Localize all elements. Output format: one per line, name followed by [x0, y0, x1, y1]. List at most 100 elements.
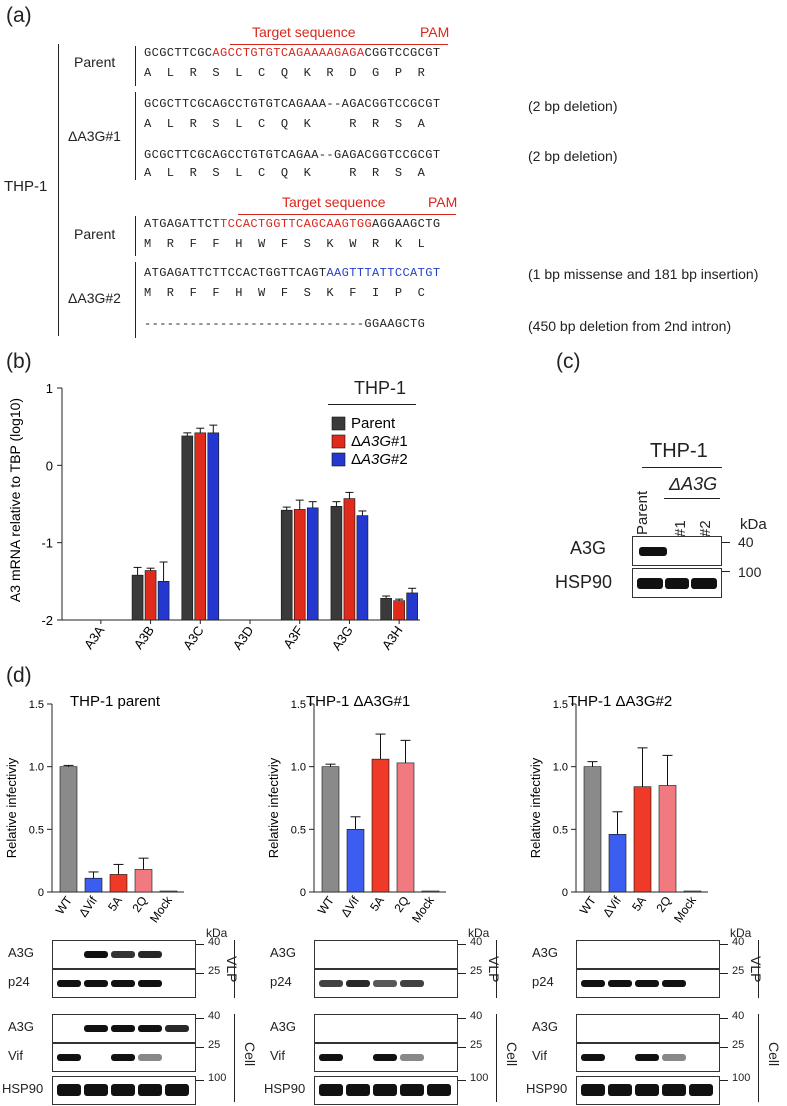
blot-d-band	[57, 980, 81, 987]
blot-d-tick	[458, 1047, 466, 1048]
blot-d-row-label: HSP90	[526, 1081, 568, 1096]
infectivity-bar	[346, 829, 365, 893]
blot-d-tick	[196, 973, 204, 974]
infectivity-category-label: ΔVif	[76, 893, 100, 919]
blot-d-cell-label: Cell	[766, 1042, 782, 1067]
infectivity-ytick-label: 1.0	[291, 762, 306, 774]
blot-d-band	[581, 1054, 605, 1061]
blot-d-band	[581, 980, 605, 987]
mrna-legend-swatch	[331, 434, 346, 449]
blot-d-row-label: A3G	[270, 945, 297, 960]
blot-d-row-label: Vif	[532, 1048, 547, 1063]
blot-c-row-a3g: A3G	[570, 538, 607, 558]
infectivity-category-label: 5A	[367, 894, 387, 914]
blot-d-band	[373, 980, 397, 987]
infectivity-bar	[134, 869, 153, 893]
infectivity-title: THP-1 ΔA3G#1	[306, 693, 410, 710]
infectivity-category-label: Mock	[147, 893, 175, 925]
blot-d-band	[427, 1084, 451, 1096]
blot-d-kda: kDa	[730, 926, 752, 940]
infectivity-category-label: 2Q	[129, 894, 150, 915]
blot-d-band	[84, 1084, 108, 1096]
infectivity-chart-a3g2: THP-1 ΔA3G#2 Relative infectiviy 1.5 1.0 0.5…	[528, 693, 708, 925]
infectivity-category-label: ΔVif	[600, 893, 624, 919]
blot-d-kda: kDa	[206, 926, 228, 940]
blot-d-vlp-bracket	[758, 940, 759, 998]
mrna-category-label: A3B	[131, 623, 157, 652]
blot-d-band	[84, 951, 108, 958]
blot-d-row-label: A3G	[8, 1019, 35, 1034]
blot-d-band	[138, 951, 162, 958]
blot-d-lane-box	[52, 969, 196, 998]
blot-d-band	[111, 1084, 135, 1096]
blot-d-tick	[458, 1080, 466, 1081]
blot-d-row-label: A3G	[532, 945, 559, 960]
blot-d-marker: 40	[732, 1010, 745, 1022]
blot-d-row-label: Vif	[8, 1048, 23, 1063]
blot-d-row-label: A3G	[8, 945, 35, 960]
blot-d-band	[689, 1084, 713, 1096]
infectivity-ytick-label: 0.5	[29, 824, 44, 836]
infectivity-bar	[371, 758, 390, 893]
mrna-bar	[330, 506, 343, 621]
blot-d-kda: kDa	[468, 926, 490, 940]
blot-d-row-label: A3G	[270, 1019, 297, 1034]
mrna-bar	[343, 498, 356, 621]
mrna-legend-rule	[328, 404, 416, 405]
blot-d-marker: 25	[470, 965, 483, 977]
seq-a3g2-b: -----------------------------GGAAGCTG	[144, 317, 426, 331]
blot-d-tick	[458, 973, 466, 974]
blot-d-tick	[720, 1047, 728, 1048]
blot-c-hsp90	[632, 568, 722, 598]
mrna-category-label: A3F	[280, 623, 306, 651]
mrna-legend-swatch	[331, 416, 346, 431]
infectivity-ytick-label: 1.5	[291, 699, 306, 711]
infectivity-chart-a3g1: THP-1 ΔA3G#1 Relative infectiviy 1.5 1.0 0.5…	[266, 693, 446, 925]
seq-parent-2: ATGAGATTCTTCCACTGGTTCAGCAAGTGGAGGAAGCTG	[144, 217, 441, 231]
lane-2: #2	[697, 520, 714, 537]
mrna-bar	[181, 435, 194, 621]
panel-a-cell-line: THP-1	[4, 178, 48, 195]
infectivity-bar	[59, 766, 78, 893]
infectivity-ytick-label: 0	[300, 887, 306, 899]
note-a3g2-b: (450 bp deletion from 2nd intron)	[528, 318, 732, 334]
infectivity-ytick-label: 0.5	[291, 824, 306, 836]
blot-d-band	[373, 1084, 397, 1096]
blot-c-tick-100	[722, 571, 730, 572]
blot-d-lane-box	[52, 1043, 196, 1072]
mrna-bar	[356, 515, 369, 621]
infectivity-title: THP-1 ΔA3G#2	[568, 693, 672, 710]
target-underline-1	[230, 44, 420, 45]
infectivity-ytick-label: 1.5	[553, 699, 568, 711]
mrna-bar	[280, 509, 293, 621]
lane-parent: Parent	[634, 490, 651, 535]
infectivity-category-label: 2Q	[653, 894, 674, 915]
blot-d-cell-label: Cell	[504, 1042, 520, 1067]
blot-d-band	[662, 1084, 686, 1096]
blot-d-band	[111, 951, 135, 958]
blot-d-lane-box	[314, 1014, 458, 1043]
infectivity-bar	[159, 890, 178, 893]
blot-d-marker: 25	[732, 1039, 745, 1051]
blot-d-band	[319, 980, 343, 987]
blot-d-band	[400, 980, 424, 987]
mrna-category-label: A3D	[230, 623, 257, 652]
infectivity-bar	[608, 834, 627, 893]
mrna-category-label: A3A	[81, 623, 108, 652]
bracket-parent-1	[135, 46, 136, 86]
blot-d-vlp-label: VLP	[486, 956, 502, 983]
blot-d-band	[138, 1054, 162, 1061]
infectivity-category-label: 2Q	[391, 894, 412, 915]
seq-a3g1-b: GCGCTTCGCAGCCTGTGTCAGAA--GAGACGGTCCGCGT	[144, 148, 441, 162]
blot-d-band	[635, 1054, 659, 1061]
blot-d-band	[84, 1025, 108, 1032]
row-a3g2-label: ΔA3G#2	[68, 290, 121, 306]
blot-c-kda: kDa	[740, 516, 767, 533]
blot-c-marker-100: 100	[738, 564, 762, 580]
blot-d-marker: 40	[470, 936, 483, 948]
band-c-hsp90-parent	[637, 578, 663, 589]
infectivity-category-label: WT	[53, 893, 76, 917]
mrna-legend-label: ΔA3G#2	[351, 451, 408, 468]
seq-a3g1-a: GCGCTTCGCAGCCTGTGTCAGAAA--AGACGGTCCGCGT	[144, 97, 441, 111]
blot-d-tick	[458, 1018, 466, 1019]
